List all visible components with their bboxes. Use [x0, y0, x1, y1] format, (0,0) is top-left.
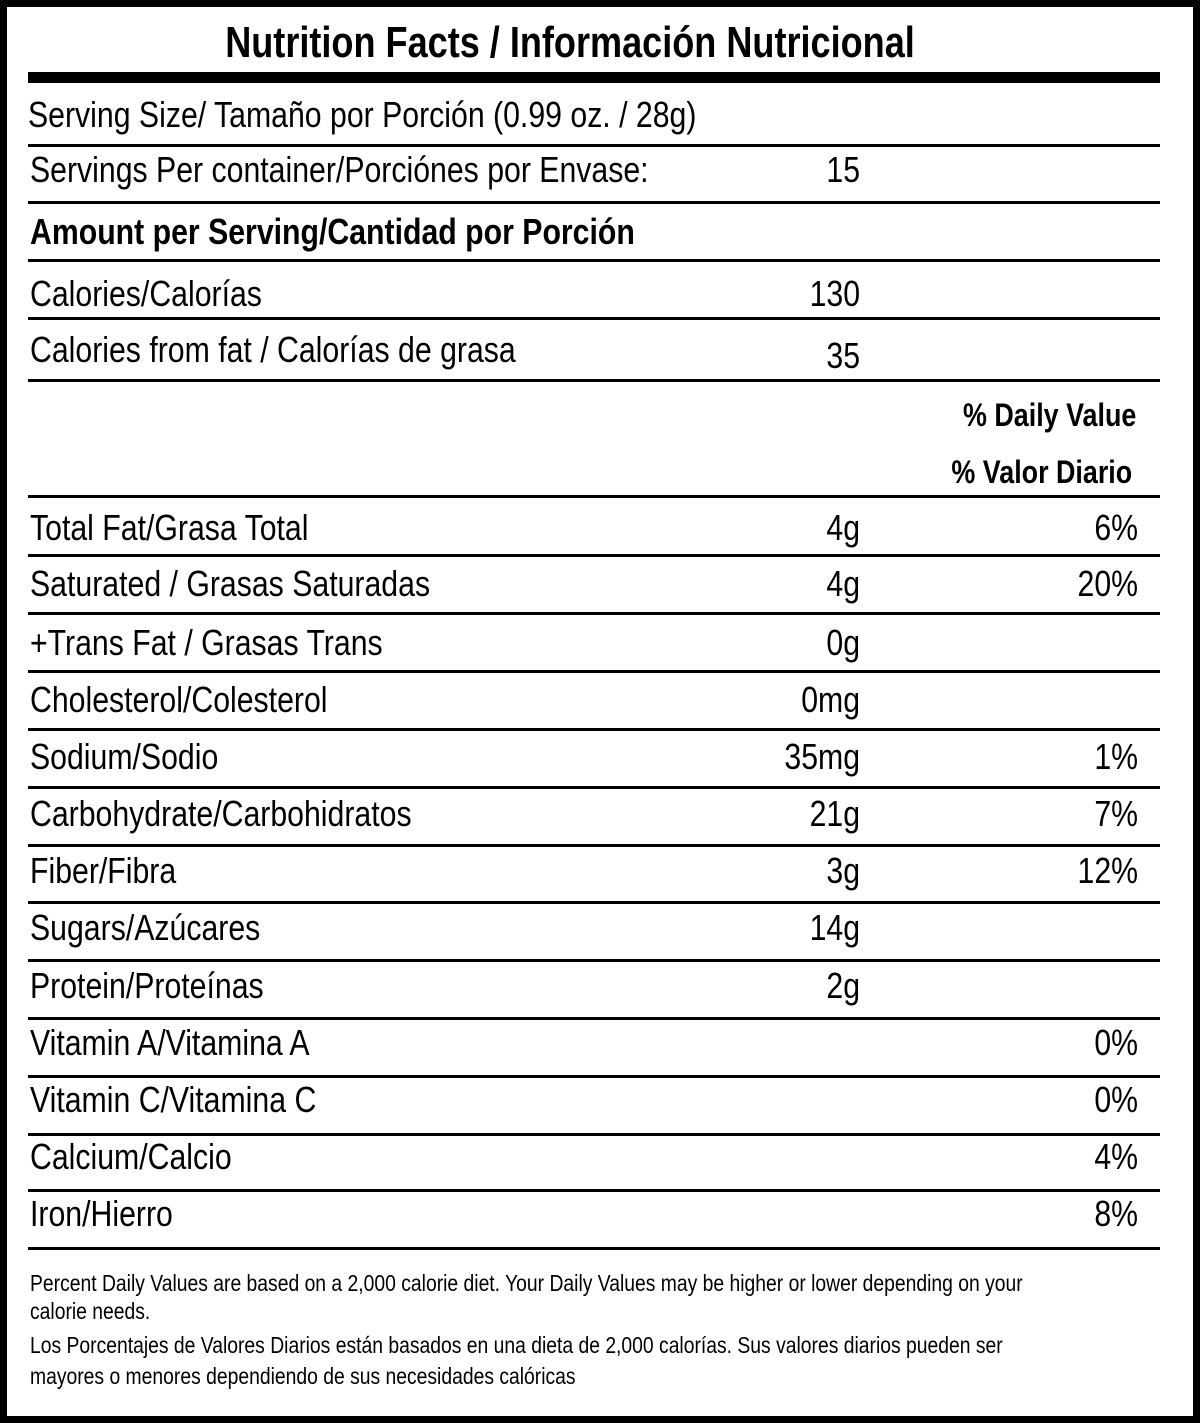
nutrient-label: Carbohydrate/Carbohidratos	[30, 793, 412, 835]
nutrient-dv: 12%	[1077, 850, 1138, 892]
nutrient-amount: 0mg	[801, 679, 860, 721]
nutrient-label: Total Fat/Grasa Total	[30, 507, 309, 549]
footnote: Los Porcentajes de Valores Diarios están…	[30, 1332, 1003, 1359]
servings-value: 15	[826, 149, 860, 191]
rule	[28, 1016, 1160, 1020]
nutrient-dv: 20%	[1077, 563, 1138, 605]
nutrient-label: Protein/Proteínas	[30, 965, 264, 1007]
serving-size: Serving Size/ Tamaño por Porción (0.99 o…	[28, 94, 697, 136]
calories-label: Calories/Calorías	[30, 273, 262, 315]
nutrient-dv: 0%	[1094, 1022, 1138, 1064]
nutrient-dv: 8%	[1094, 1193, 1138, 1235]
nutrient-label: Sugars/Azúcares	[30, 907, 261, 949]
footnote: Percent Daily Values are based on a 2,00…	[30, 1270, 1023, 1297]
nutrient-amount: 3g	[826, 850, 860, 892]
nutrient-label: Cholesterol/Colesterol	[30, 679, 328, 721]
rule	[28, 900, 1160, 904]
rule	[28, 1246, 1160, 1250]
rule	[28, 378, 1160, 382]
rule	[28, 669, 1160, 673]
nutrient-label: Fiber/Fibra	[30, 850, 177, 892]
nutrient-label: Iron/Hierro	[30, 1193, 173, 1235]
title: Nutrition Facts / Información Nutriciona…	[225, 17, 915, 67]
nutrient-amount: 4g	[826, 563, 860, 605]
nutrient-label: Vitamin A/Vitamina A	[30, 1022, 310, 1064]
nutrient-label: Calcium/Calcio	[30, 1136, 232, 1178]
nutrient-dv: 0%	[1094, 1079, 1138, 1121]
nutrient-dv: 6%	[1094, 507, 1138, 549]
rule	[28, 1188, 1160, 1192]
nutrient-label: +Trans Fat / Grasas Trans	[30, 622, 383, 664]
fat-calories-value: 35	[826, 335, 860, 377]
dv-header: % Valor Diario	[951, 454, 1132, 491]
servings-label: Servings Per container/Porciónes por Env…	[30, 149, 649, 191]
rule	[28, 727, 1160, 731]
nutrient-dv: 7%	[1094, 793, 1138, 835]
nutrient-label: Sodium/Sodio	[30, 736, 219, 778]
rule	[28, 258, 1160, 262]
calories-value: 130	[809, 273, 860, 315]
footnote: mayores o menores dependiendo de sus nec…	[30, 1363, 576, 1390]
nutrient-amount: 14g	[809, 907, 860, 949]
nutrient-amount: 4g	[826, 507, 860, 549]
nutrient-amount: 21g	[809, 793, 860, 835]
rule	[28, 611, 1160, 615]
nutrient-amount: 0g	[826, 622, 860, 664]
nutrient-label: Saturated / Grasas Saturadas	[30, 563, 431, 605]
fat-calories-label: Calories from fat / Calorías de grasa	[30, 329, 516, 371]
rule	[28, 71, 1160, 83]
nutrient-dv: 1%	[1094, 736, 1138, 778]
nutrient-dv: 4%	[1094, 1136, 1138, 1178]
dv-header: % Daily Value	[962, 397, 1136, 434]
amount-header: Amount per Serving/Cantidad por Porción	[30, 211, 635, 253]
rule	[28, 553, 1160, 557]
rule	[28, 1132, 1160, 1136]
rule	[28, 958, 1160, 962]
rule	[28, 316, 1160, 320]
rule	[28, 494, 1160, 498]
nutrient-label: Vitamin C/Vitamina C	[30, 1079, 317, 1121]
rule	[28, 843, 1160, 847]
rule	[28, 1074, 1160, 1078]
footnote: calorie needs.	[30, 1298, 151, 1325]
nutrient-amount: 2g	[826, 965, 860, 1007]
rule	[28, 200, 1160, 204]
rule	[28, 143, 1160, 147]
nutrient-amount: 35mg	[784, 736, 860, 778]
rule	[28, 785, 1160, 789]
